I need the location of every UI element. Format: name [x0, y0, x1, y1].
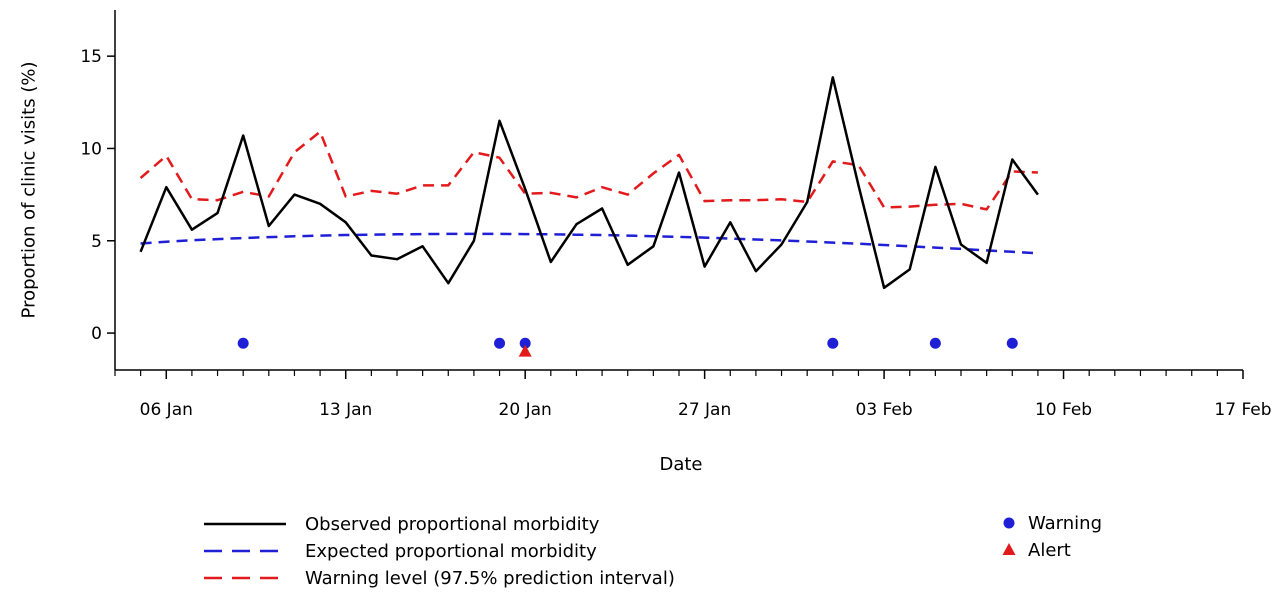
series — [139, 76, 1039, 290]
warning-marker — [519, 337, 531, 349]
warning-marker — [827, 337, 839, 349]
y-tick-label: 0 — [91, 324, 102, 344]
legend-label-warning: Warning — [1028, 513, 1102, 534]
legend-label-expected: Expected proportional morbidity — [305, 541, 597, 562]
x-tick-label: 13 Jan — [319, 400, 372, 420]
y-tick-label: 5 — [91, 232, 102, 252]
x-tick-label: 10 Feb — [1035, 400, 1092, 420]
warning-marker — [494, 337, 506, 349]
x-ticks: 06 Jan 13 Jan 20 Jan 27 Jan 03 Feb 10 Feb 17 F… — [114, 370, 1272, 420]
y-ticks: 0 5 10 15 — [80, 47, 115, 344]
x-tick-label: 20 Jan — [499, 400, 552, 420]
legend-marker-alert — [1002, 543, 1016, 555]
alert-marker — [518, 344, 532, 357]
x-axis-title: Date — [659, 454, 702, 475]
legend-marker-warning — [1003, 517, 1015, 529]
warning-marker — [929, 337, 941, 349]
y-axis-title: Proportion of clinic visits (%) — [18, 62, 39, 319]
x-tick-label: 03 Feb — [856, 400, 913, 420]
series-line-0 — [139, 76, 1039, 290]
y-tick-label: 15 — [80, 47, 102, 67]
series-line-2 — [139, 130, 1038, 211]
x-tick-label: 06 Jan — [140, 400, 193, 420]
markers — [237, 337, 1018, 357]
legend-label-warning-level: Warning level (97.5% prediction interval… — [305, 568, 675, 589]
warning-marker — [1006, 337, 1018, 349]
x-tick-label: 17 Feb — [1214, 400, 1271, 420]
axes — [114, 10, 1243, 371]
series-line-1 — [140, 232, 1038, 255]
legend-label-observed: Observed proportional morbidity — [305, 514, 600, 535]
legend-label-alert: Alert — [1028, 540, 1071, 561]
y-tick-label: 10 — [80, 139, 102, 159]
x-tick-label: 27 Jan — [678, 400, 731, 420]
warning-marker — [237, 337, 249, 349]
legend: Observed proportional morbidity Expected… — [204, 513, 1102, 589]
